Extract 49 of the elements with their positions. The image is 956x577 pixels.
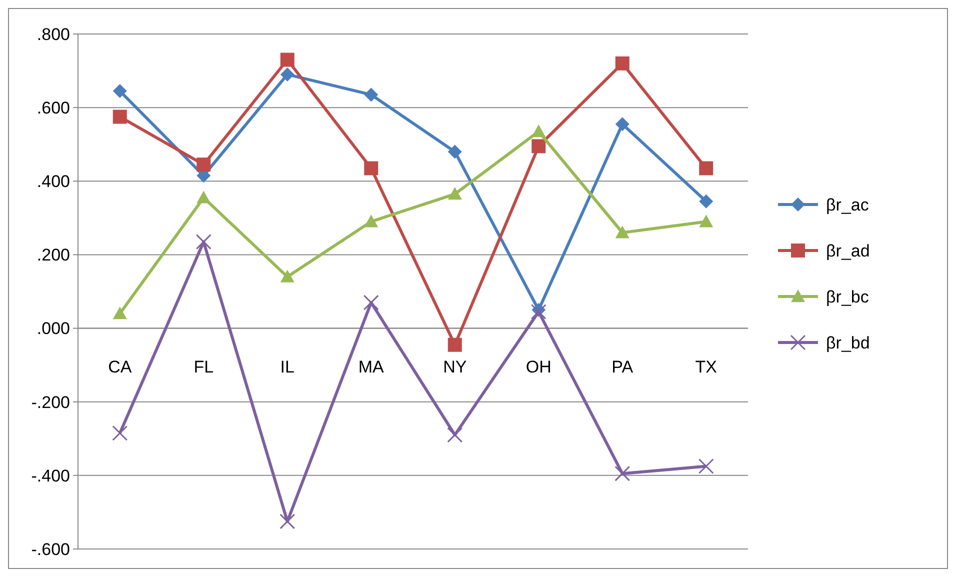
point (363, 294, 379, 310)
point (699, 194, 714, 208)
point (364, 161, 378, 176)
x-tick-label: MA (358, 357, 385, 376)
legend-label: βr_ad (826, 241, 870, 260)
point (364, 88, 378, 102)
y-tick-label: .200 (36, 246, 70, 265)
point (196, 234, 212, 250)
point (532, 124, 546, 138)
x-tick-label: NY (443, 357, 467, 376)
x-tick-label: TX (695, 357, 717, 376)
y-tick-label: -.400 (31, 466, 70, 486)
y-tick-label: -.200 (31, 392, 70, 412)
y-tick-label: .800 (36, 24, 70, 44)
point (448, 338, 462, 352)
point (448, 144, 462, 159)
point (112, 425, 128, 441)
point (615, 226, 630, 238)
point (112, 306, 127, 320)
point (280, 270, 294, 282)
point (698, 458, 714, 474)
point (699, 214, 714, 228)
point (615, 117, 630, 132)
point (280, 514, 296, 530)
point (447, 427, 463, 443)
point (280, 52, 294, 67)
legend-label: βr_bc (826, 287, 870, 306)
y-tick-label: .600 (36, 98, 70, 118)
point (615, 56, 630, 70)
point (699, 161, 714, 176)
point (112, 110, 127, 124)
x-tick-label: OH (526, 357, 552, 376)
point (112, 84, 127, 98)
y-tick-label: .000 (36, 319, 70, 338)
legend-label: βr_bd (826, 333, 870, 352)
y-tick-label: .400 (36, 172, 70, 192)
x-tick-label: PA (612, 357, 634, 376)
point (532, 139, 546, 154)
point (614, 466, 630, 482)
x-tick-label: FL (194, 357, 214, 376)
x-tick-label: IL (280, 357, 294, 376)
point (364, 214, 378, 228)
legend-label: βr_ac (826, 195, 870, 214)
point (196, 190, 211, 204)
point (448, 187, 462, 200)
y-tick-label: -.600 (31, 540, 70, 559)
x-tick-label: CA (108, 357, 132, 376)
point (196, 158, 211, 172)
point (280, 67, 294, 82)
